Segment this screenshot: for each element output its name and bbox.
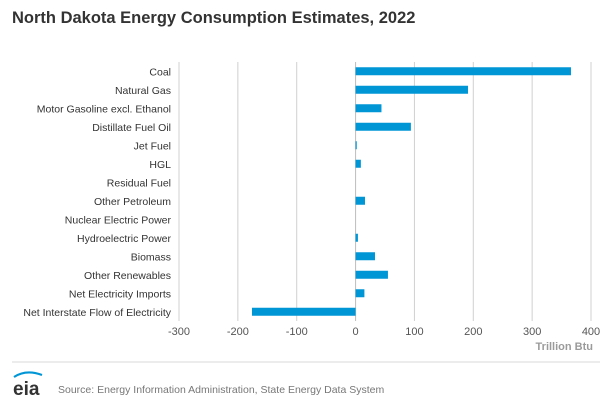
x-tick-label: -200: [227, 326, 249, 338]
bar: [355, 270, 388, 279]
eia-logo: eia: [13, 371, 43, 400]
category-label: Net Electricity Imports: [69, 288, 171, 300]
bars: [251, 67, 571, 316]
chart-title: North Dakota Energy Consumption Estimate…: [12, 9, 416, 27]
bar: [355, 233, 358, 242]
category-label: Residual Fuel: [107, 177, 171, 189]
category-label: Net Interstate Flow of Electricity: [23, 307, 171, 319]
x-tick-label: -300: [168, 326, 190, 338]
x-tick-label: -100: [286, 326, 308, 338]
bar: [355, 196, 365, 205]
category-label: Natural Gas: [115, 85, 171, 97]
x-tick-labels: -300 -200 -100 0 100 200 300 400: [168, 326, 600, 338]
x-tick-label: 200: [464, 326, 482, 338]
x-tick-label: 400: [582, 326, 600, 338]
category-label: Other Petroleum: [94, 196, 171, 208]
bar: [355, 122, 411, 131]
category-label: Motor Gasoline excl. Ethanol: [37, 103, 171, 115]
category-label: Coal: [149, 66, 171, 78]
category-label: Jet Fuel: [134, 140, 171, 152]
bar: [355, 104, 382, 113]
category-label: Nuclear Electric Power: [65, 214, 172, 226]
x-tick-label: 0: [353, 326, 359, 338]
category-label: Other Renewables: [84, 270, 171, 282]
bar: [251, 307, 356, 316]
eia-logo-text: eia: [13, 379, 40, 400]
bar: [355, 252, 375, 261]
x-tick-label: 300: [523, 326, 541, 338]
category-labels: Coal Natural Gas Motor Gasoline excl. Etha…: [23, 66, 171, 319]
bar: [355, 67, 571, 76]
gridlines: [178, 62, 592, 321]
bar: [355, 289, 365, 298]
bar: [355, 85, 468, 94]
bar: [355, 141, 357, 150]
category-label: Biomass: [131, 251, 171, 263]
category-label: Hydroelectric Power: [77, 233, 171, 245]
category-label: Distillate Fuel Oil: [92, 122, 171, 134]
source-note: Source: Energy Information Administratio…: [58, 384, 384, 396]
x-axis-title: Trillion Btu: [536, 341, 593, 353]
bar: [355, 159, 361, 168]
x-tick-label: 100: [405, 326, 423, 338]
category-label: HGL: [149, 159, 171, 171]
